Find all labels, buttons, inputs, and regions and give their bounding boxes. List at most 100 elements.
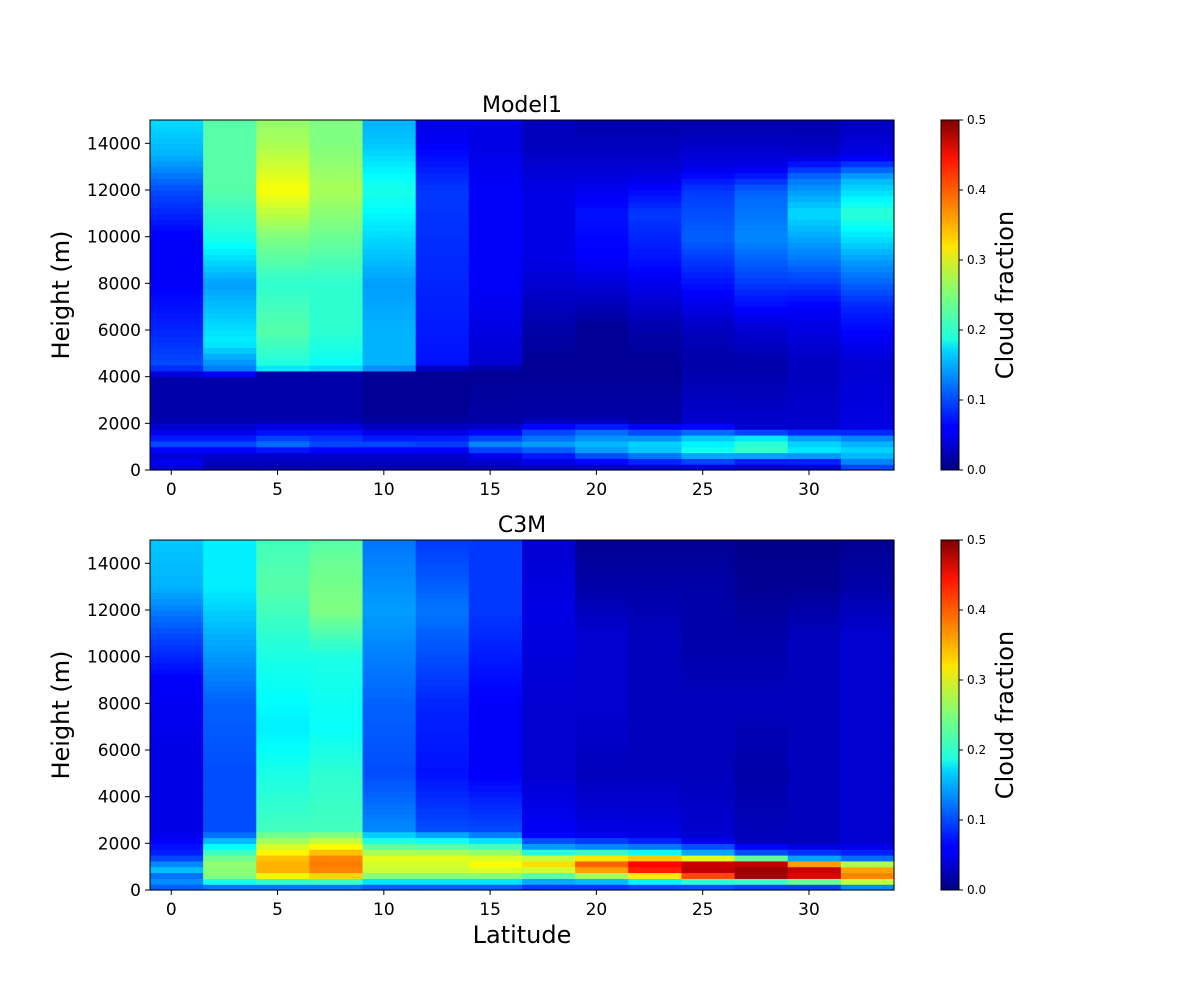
y-tick-label: 8000 <box>98 274 141 294</box>
heatmap-cell <box>150 580 204 588</box>
heatmap-cell <box>415 662 470 669</box>
heatmap-cell <box>840 312 895 319</box>
heatmap-cell <box>522 213 576 220</box>
heatmap-cell <box>203 837 257 844</box>
heatmap-cell <box>256 545 311 553</box>
heatmap-cell <box>522 277 576 284</box>
heatmap-cell <box>468 341 523 349</box>
heatmap-cell <box>150 540 204 547</box>
heatmap-cell <box>681 260 736 267</box>
heatmap-cell <box>575 353 629 360</box>
heatmap-cell <box>840 604 895 611</box>
colorbar-tick-label: 0.2 <box>967 743 986 757</box>
heatmap-cell <box>575 738 629 745</box>
heatmap-cell <box>734 458 789 465</box>
heatmap-cell <box>575 796 629 804</box>
heatmap-cell <box>681 610 736 617</box>
heatmap-cell <box>840 755 895 763</box>
heatmap-cell <box>575 808 629 815</box>
heatmap-cell <box>787 580 842 588</box>
heatmap-cell <box>362 353 417 360</box>
heatmap-cell <box>681 849 736 856</box>
heatmap-cell <box>681 382 736 389</box>
heatmap-cell <box>840 155 895 162</box>
heatmap-cell <box>415 219 470 226</box>
heatmap-cell <box>362 265 417 273</box>
heatmap-cell <box>468 621 523 629</box>
heatmap-cell <box>203 691 257 699</box>
heatmap-cell <box>203 248 257 255</box>
heatmap-cell <box>415 201 470 209</box>
heatmap-cell <box>840 860 895 868</box>
heatmap-cell <box>734 703 789 710</box>
heatmap-cell <box>150 318 204 325</box>
heatmap-cell <box>840 464 895 471</box>
heatmap-cell <box>734 260 789 267</box>
heatmap-cell <box>734 429 789 436</box>
heatmap-cell <box>150 761 204 769</box>
heatmap-cell <box>628 254 683 261</box>
heatmap-cell <box>787 265 842 273</box>
heatmap-cell <box>309 277 364 284</box>
heatmap-cell <box>840 330 895 337</box>
heatmap-cell <box>840 645 895 652</box>
heatmap-cell <box>681 540 736 547</box>
heatmap-cell <box>203 715 257 722</box>
heatmap-cell <box>840 715 895 722</box>
heatmap-cell <box>362 207 417 214</box>
heatmap-cell <box>575 650 629 658</box>
heatmap-cell <box>203 155 257 162</box>
heatmap-cell <box>309 837 364 844</box>
heatmap-cell <box>309 639 364 646</box>
heatmap-cell <box>415 458 470 465</box>
heatmap-cell <box>628 405 683 413</box>
heatmap-cell <box>415 697 470 704</box>
heatmap-cell <box>468 779 523 786</box>
heatmap-cell <box>522 306 576 314</box>
heatmap-cell <box>734 190 789 197</box>
heatmap-cell <box>415 615 470 623</box>
heatmap-cell <box>734 866 789 874</box>
heatmap-cell <box>522 359 576 366</box>
heatmap-cell <box>362 697 417 704</box>
heatmap-cell <box>309 341 364 349</box>
heatmap-cell <box>150 178 204 185</box>
heatmap-cell <box>628 755 683 763</box>
heatmap-cell <box>575 884 629 891</box>
heatmap-cell <box>256 300 311 308</box>
heatmap-cell <box>734 435 789 442</box>
heatmap-cell <box>309 300 364 308</box>
heatmap-cell <box>575 435 629 442</box>
heatmap-cell <box>575 283 629 290</box>
heatmap-cell <box>150 149 204 156</box>
heatmap-cell <box>150 691 204 699</box>
heatmap-cell <box>575 767 629 774</box>
heatmap-cell <box>309 440 364 448</box>
heatmap-cell <box>256 668 311 675</box>
colorbar <box>940 539 960 891</box>
heatmap-cell <box>309 265 364 273</box>
heatmap-cell <box>415 872 470 879</box>
heatmap-cell <box>575 732 629 739</box>
heatmap-cell <box>840 738 895 745</box>
heatmap-cell <box>468 289 523 296</box>
heatmap-cell <box>203 674 257 681</box>
heatmap-cell <box>628 540 683 547</box>
heatmap-cell <box>575 242 629 249</box>
heatmap-cell <box>522 592 576 599</box>
heatmap-cell <box>150 242 204 249</box>
heatmap-cell <box>628 674 683 681</box>
heatmap-cell <box>787 645 842 652</box>
heatmap-cell <box>522 662 576 669</box>
heatmap-cell <box>203 709 257 716</box>
heatmap-cell <box>575 697 629 704</box>
heatmap-cell <box>203 814 257 821</box>
heatmap-cell <box>362 691 417 699</box>
heatmap-cell <box>256 242 311 249</box>
heatmap-cell <box>734 685 789 693</box>
heatmap-cell <box>256 160 311 168</box>
heatmap-cell <box>787 131 842 139</box>
heatmap-cell <box>415 884 470 891</box>
heatmap-cell <box>787 779 842 786</box>
heatmap-cell <box>840 213 895 220</box>
